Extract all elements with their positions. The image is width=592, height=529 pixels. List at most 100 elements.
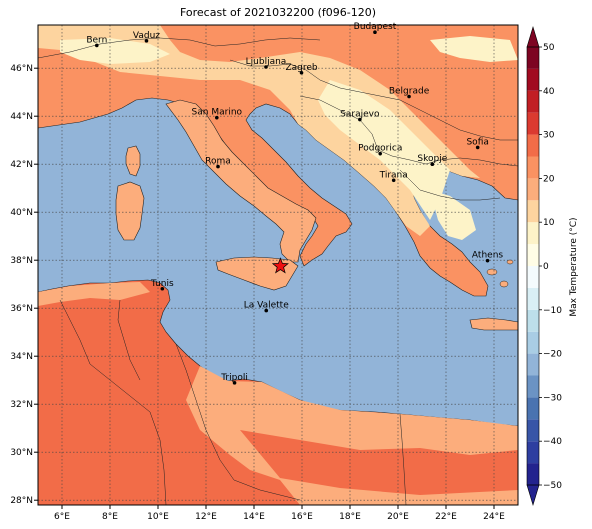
lat-tick-label-7: 42°N [10,160,33,170]
greece-cold-band [430,190,476,240]
city-label-6: San Marino [192,108,243,118]
lon-tick-label-1: 8°E [102,512,118,522]
city-label-4: Zagreb [285,63,317,73]
colorbar [526,25,540,507]
lon-tick-label-7: 20°E [387,512,409,522]
city-label-0: Bern [86,35,107,45]
alps-cold-band [60,38,170,64]
colorbar-bin-6 [527,331,539,354]
lat-tick-label-6: 40°N [10,208,33,218]
city-dot-15 [264,308,269,313]
lat-tick-label-2: 32°N [10,400,33,410]
city-label-7: Sarajevo [340,110,380,120]
colorbar-bin-5 [527,353,539,376]
city-dot-13 [485,258,490,263]
colorbar-bin-19 [527,47,539,69]
map-gridlines [38,25,518,505]
city-dot-1 [144,39,149,43]
colorbar-bin-17 [527,90,539,113]
lat-tick-label-0: 28°N [10,496,33,506]
colorbar-tick-label-3: 20 [543,174,555,184]
lat-tick-label-5: 38°N [10,256,33,266]
city-label-3: Ljubljana [246,57,287,67]
colorbar-bin-16 [527,112,539,135]
lon-tick-label-2: 10°E [147,512,169,522]
aegean-islands [486,259,514,288]
colorbar-bin-15 [527,134,539,157]
lat-tick-label-1: 30°N [10,448,33,458]
lat-tick-label-4: 36°N [10,304,33,314]
latitude-axis: 28°N 30°N 32°N 34°N 36°N 38°N 40°N 42°N 44°N 46°N [10,64,38,506]
city-dot-4 [299,70,304,75]
city-label-16: Tripoli [220,373,248,383]
city-dot-3 [264,65,268,69]
italy-peninsula [165,99,317,263]
colorbar-tick-label-5: 0 [543,262,549,272]
lon-tick-label-0: 6°E [54,512,70,522]
city-label-15: La Valette [244,301,289,311]
city-label-10: Skopje [417,154,447,164]
colorbar-tick-label-10: −50 [543,481,562,491]
africa-warm-patch [240,430,518,495]
colorbar-tick-label-0: 50 [543,43,555,53]
city-label-5: Belgrade [389,87,430,97]
map-frame [37,24,519,506]
city-dot-11 [216,164,220,169]
colorbar-bin-12 [527,200,539,223]
corsica-island [125,145,141,177]
colorbar-bin-2 [527,419,539,442]
city-label-1: Vaduz [133,31,160,41]
colorbar-bin-4 [527,375,539,398]
city-label-9: Podgorica [358,144,402,154]
colorbar-ticks: 50 40 30 20 10 0 −10 −20 −30 −40 −50 [539,43,562,491]
lat-tick-label-8: 44°N [10,112,33,122]
colorbar-tick-label-9: −40 [543,437,562,447]
city-dot-0 [95,43,99,48]
colorbar-tick-label-4: 10 [543,218,555,228]
sardinia-island [115,181,145,241]
city-label-13: Athens [472,251,503,261]
lon-tick-label-6: 18°E [339,512,361,522]
city-dot-16 [232,381,237,385]
lon-tick-label-4: 14°E [243,512,265,522]
star-icon [271,257,289,274]
colorbar-bin-13 [527,178,539,201]
colorbar-extend-min [526,484,540,507]
colorbar-tick-label-7: −20 [543,350,562,360]
lat-tick-label-3: 34°N [10,352,33,362]
city-dot-2 [373,30,377,34]
africa-cool-patch-2 [38,282,150,306]
city-dot-12 [391,178,396,183]
city-dot-5 [407,94,411,99]
city-label-2: Budapest [354,22,397,32]
lon-tick-label-3: 12°E [195,512,217,522]
city-dot-9 [378,151,383,156]
colorbar-bin-3 [527,397,539,420]
city-dot-14 [160,286,165,291]
colorbar-extend-max [526,25,540,48]
lon-tick-label-5: 16°E [291,512,313,522]
colorbar-bin-1 [527,441,539,464]
balkan-cold-band [318,80,450,220]
colorbar-bin-14 [527,156,539,179]
colorbar-tick-label-6: −10 [543,306,562,316]
city-dot-7 [358,117,362,122]
city-label-14: Tunis [150,279,174,289]
lon-tick-label-9: 24°E [483,512,505,522]
colorbar-tick-label-8: −30 [543,393,562,403]
colorbar-bin-8 [527,287,539,310]
colorbar-tick-label-1: 40 [543,87,555,97]
city-label-12: Tirana [379,170,408,180]
chart-title: Forecast of 2021032200 (f096-120) [179,6,377,19]
city-dot-6 [215,115,219,120]
longitude-axis: 6°E 8°E 10°E 12°E 14°E 16°E 18°E 20°E 22°E 24°E [54,505,505,522]
city-dot-8 [475,145,480,150]
carpathian-cold-band [430,36,518,62]
colorbar-bin-7 [527,309,539,332]
colorbar-bin-9 [527,266,539,288]
city-label-11: Roma [205,157,231,167]
city-label-8: Sofia [466,137,488,147]
lon-tick-label-8: 22°E [435,512,457,522]
